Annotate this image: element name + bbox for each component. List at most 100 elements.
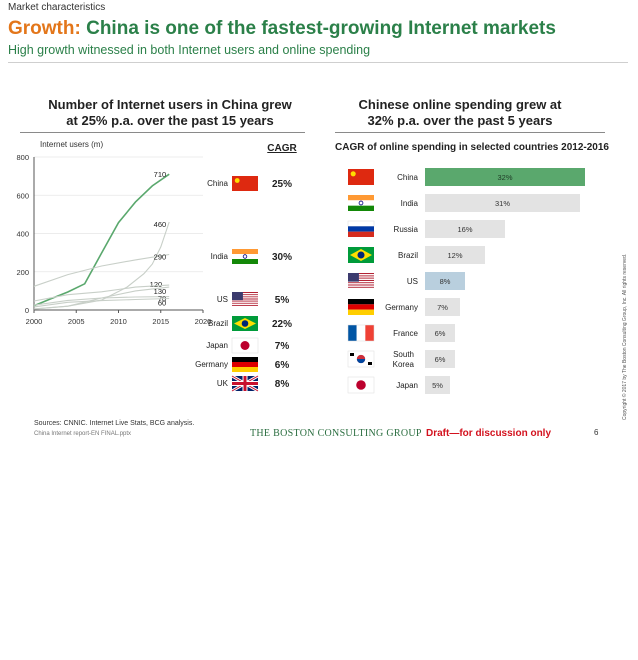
x-tick-label: 2015	[152, 317, 169, 326]
page-subtitle: High growth witnessed in both Internet u…	[8, 43, 371, 57]
country-label-japan: Japan	[206, 341, 228, 350]
left-panel-title: Number of Internet users in China grew a…	[20, 97, 320, 129]
left-panel-title-line1: Number of Internet users in China grew	[48, 97, 292, 112]
country-label-us: US	[217, 295, 228, 304]
jp-flag-icon	[347, 376, 375, 394]
bar-value-label-5: 7%	[437, 303, 448, 312]
end-label-brazil: 120	[150, 280, 163, 289]
cagr-value-japan: 7%	[275, 341, 290, 352]
bar-india	[425, 194, 580, 212]
draft-notice: Draft—for discussion only	[426, 428, 552, 439]
page-number: 6	[594, 428, 599, 437]
bar-russia	[425, 220, 505, 238]
internet-users-line-chart: Internet users (m) 0 200 400 600 800 2000 2005 2…	[16, 140, 292, 393]
online-spending-bar-chart: China 32% India 31% Russia 16% Brazil 12% US 8% Ge…	[347, 168, 585, 394]
gb-flag-icon	[231, 374, 259, 393]
de-flag-icon	[232, 357, 258, 372]
left-panel-divider	[20, 132, 305, 133]
bar-category-2: Russia	[394, 225, 419, 234]
title-text: China is one of the fastest-growing Inte…	[80, 18, 556, 39]
fr-flag-icon	[347, 324, 375, 342]
br-flag-icon	[348, 247, 374, 263]
end-label-china: 710	[154, 170, 167, 179]
bar-value-label-2: 16%	[457, 225, 472, 234]
file-name: China Internet report-EN FINAL.pptx	[34, 431, 132, 437]
in-flag-icon	[348, 195, 374, 211]
left-panel-title-line2: at 25% p.a. over the past 15 years	[66, 113, 274, 128]
jp-flag-icon	[231, 337, 259, 354]
bar-germany	[425, 298, 460, 316]
end-label-india: 460	[154, 220, 167, 229]
end-label-uk: 60	[158, 299, 166, 308]
us-flag-icon	[348, 273, 374, 289]
series-line-us	[33, 253, 170, 287]
cagr-value-uk: 8%	[275, 379, 290, 390]
bar-value-label-0: 32%	[497, 173, 512, 182]
cagr-value-us: 5%	[275, 295, 290, 306]
ru-flag-icon	[347, 220, 375, 237]
bar-category-6: France	[393, 329, 418, 338]
y-tick-label: 800	[16, 153, 29, 162]
bar-south-korea	[425, 350, 455, 368]
bar-brazil	[425, 246, 485, 264]
cn-flag-icon	[232, 176, 258, 191]
series-line-uk	[33, 297, 170, 308]
country-label-uk: UK	[217, 379, 229, 388]
cagr-column-header: CAGR	[267, 143, 297, 154]
title-divider	[8, 62, 628, 63]
bar-value-label-7: 6%	[435, 355, 446, 364]
y-tick-label: 200	[16, 268, 29, 277]
us-flag-icon	[232, 292, 258, 307]
bar-us	[425, 272, 465, 290]
bar-category-8: Japan	[396, 381, 418, 390]
title-keyword: Growth:	[8, 18, 81, 39]
series-line-germany	[33, 296, 170, 306]
right-panel-title-line2: 32% p.a. over the past 5 years	[367, 113, 553, 128]
right-panel-title: Chinese online spending grew at 32% p.a.…	[335, 97, 585, 129]
right-panel-divider	[335, 132, 605, 133]
kr-flag-icon	[347, 350, 375, 368]
end-label-japan: 130	[154, 287, 167, 296]
right-chart-subtitle: CAGR of online spending in selected coun…	[335, 142, 609, 153]
cagr-value-germany: 6%	[275, 360, 290, 371]
copyright-notice: Copyright © 2017 by The Boston Consultin…	[622, 254, 632, 660]
bar-value-label-3: 12%	[447, 251, 462, 260]
bar-france	[425, 324, 455, 342]
end-label-us: 290	[154, 253, 167, 262]
br-flag-icon	[232, 316, 258, 331]
in-flag-icon	[232, 249, 258, 264]
bar-category-4: US	[407, 277, 418, 286]
country-label-brazil: Brazil	[208, 319, 228, 328]
x-tick-label: 2005	[68, 317, 85, 326]
y-tick-label: 0	[25, 306, 29, 315]
country-label-india: India	[211, 252, 229, 261]
country-label-china: China	[207, 179, 228, 188]
bcg-logo: THE BOSTON CONSULTING GROUP	[250, 428, 422, 439]
bar-value-label-8: 5%	[432, 381, 443, 390]
x-tick-label: 2020	[195, 317, 212, 326]
y-axis-title: Internet users (m)	[40, 140, 103, 149]
series-line-japan	[33, 284, 170, 302]
bar-category-7-line1: South	[393, 350, 414, 359]
bar-category-3: Brazil	[398, 251, 418, 260]
cagr-value-china: 25%	[272, 179, 292, 190]
x-tick-label: 2000	[26, 317, 43, 326]
cagr-value-brazil: 22%	[272, 319, 292, 330]
sources-note: Sources: CNNIC. Internet Live Stats, BCG…	[34, 420, 195, 427]
bar-category-0: China	[397, 173, 418, 182]
bar-value-label-4: 8%	[440, 277, 451, 286]
section-label: Market characteristics	[8, 2, 106, 13]
y-tick-label: 600	[16, 191, 29, 200]
bar-japan	[425, 376, 450, 394]
y-tick-label: 400	[16, 230, 29, 239]
de-flag-icon	[348, 299, 374, 315]
bar-china	[425, 168, 585, 186]
x-tick-label: 2010	[110, 317, 127, 326]
cagr-value-india: 30%	[272, 252, 292, 263]
bar-value-label-1: 31%	[495, 199, 510, 208]
bar-category-7-line2: Korea	[393, 360, 415, 369]
copyright-text: Copyright © 2017 by The Boston Consultin…	[622, 253, 628, 420]
right-panel-title-line1: Chinese online spending grew at	[358, 97, 562, 112]
bar-category-1: India	[401, 199, 419, 208]
bar-value-label-6: 6%	[435, 329, 446, 338]
